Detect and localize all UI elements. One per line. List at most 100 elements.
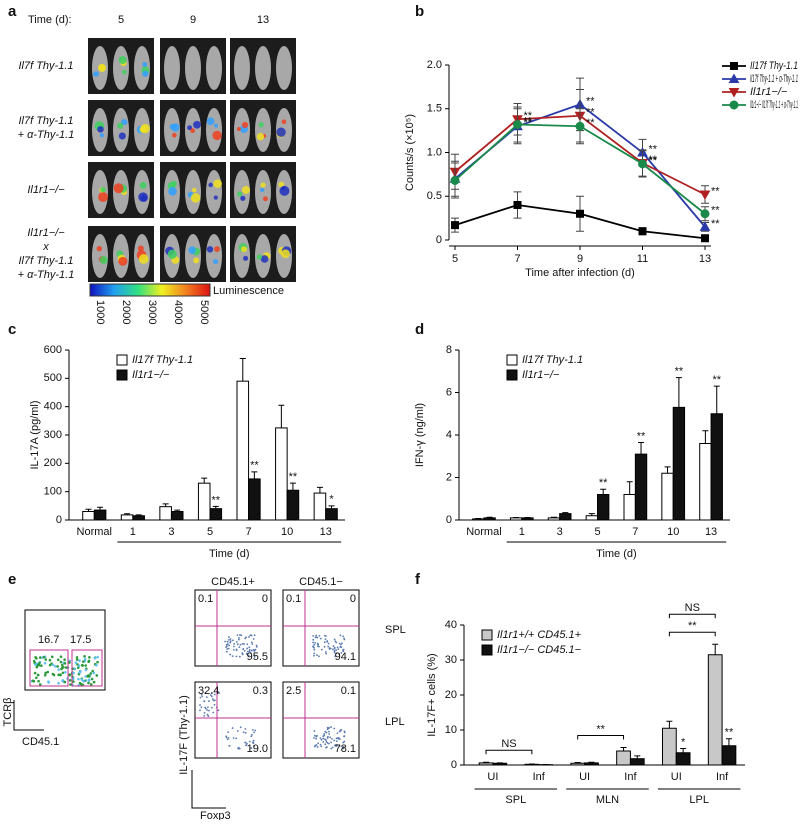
event-dot [245, 728, 247, 730]
event-dot [243, 731, 245, 733]
event-dot [236, 649, 238, 651]
event-dot [224, 641, 226, 643]
error-bar [627, 482, 633, 495]
bar [722, 746, 736, 765]
error-bar [251, 472, 257, 479]
event-dot [322, 735, 324, 737]
event-dot [322, 738, 324, 740]
bar [598, 495, 609, 521]
quadrant-value: 94.1 [335, 651, 356, 663]
event-dot [53, 674, 56, 677]
legend-swatch [117, 370, 127, 380]
mouse [92, 170, 108, 214]
axis-arrow [14, 700, 44, 730]
event-dot [76, 656, 79, 659]
y-axis-label: IL-17F+ cells (%) [426, 653, 438, 736]
event-dot [248, 646, 250, 648]
row-label: + α-Thy-1.1 [18, 269, 75, 281]
luminescence [170, 124, 176, 130]
event-dot [239, 656, 241, 658]
event-dot [327, 736, 329, 738]
event-dot [315, 738, 317, 740]
significance: ** [711, 218, 720, 230]
event-dot [68, 673, 71, 676]
event-dot [208, 700, 210, 702]
error-bar [621, 748, 627, 752]
bar [662, 473, 673, 520]
event-dot [332, 649, 334, 651]
event-dot [316, 637, 318, 639]
legend-swatch [507, 355, 517, 365]
event-dot [333, 728, 335, 730]
event-dot [72, 672, 75, 675]
event-dot [34, 663, 37, 666]
event-dot [331, 738, 333, 740]
event-dot [236, 656, 238, 658]
luminescence [207, 117, 215, 125]
event-dot [80, 683, 83, 686]
bar [276, 428, 288, 520]
event-dot [78, 659, 81, 662]
event-dot [199, 704, 201, 706]
event-dot [207, 706, 209, 708]
error-bar [638, 442, 644, 454]
legend-label: Il1r1−/− [132, 369, 170, 381]
x-axis-label: Time (d) [209, 548, 250, 560]
event-dot [51, 656, 54, 659]
event-dot [317, 746, 319, 748]
comparison-label: ** [688, 620, 697, 632]
event-dot [232, 727, 234, 729]
marker [701, 191, 710, 199]
luminescence [281, 249, 290, 258]
luminescence [100, 133, 104, 137]
day-label: 9 [190, 14, 196, 26]
event-dot [69, 683, 72, 686]
mouse [92, 234, 108, 278]
event-dot [329, 647, 331, 649]
error-bar [290, 483, 296, 490]
comparison-label: NS [501, 738, 516, 750]
luminescence [243, 256, 248, 261]
luminescence [122, 70, 127, 75]
mouse [276, 46, 292, 90]
event-dot [38, 662, 41, 665]
luminescence [140, 182, 147, 189]
y-tick-label: 30 [445, 654, 457, 666]
event-dot [87, 682, 90, 685]
luminescence [100, 187, 105, 192]
luminescence [213, 259, 218, 264]
bar [83, 512, 95, 521]
luminescence [188, 246, 196, 254]
bar [571, 763, 585, 765]
event-dot [93, 672, 96, 675]
luminescence [193, 121, 201, 129]
event-dot [344, 731, 346, 733]
y-tick-label: 0.5 [427, 190, 442, 202]
event-dot [84, 675, 87, 678]
event-dot [322, 741, 324, 743]
bar [624, 495, 635, 521]
mouse [206, 108, 222, 152]
event-dot [328, 727, 330, 729]
bar [484, 518, 495, 520]
event-dot [326, 746, 328, 748]
luminescence [213, 179, 222, 188]
event-dot [245, 636, 247, 638]
group-label: SPL [505, 794, 526, 806]
bar [94, 510, 106, 520]
luminescence [100, 256, 108, 264]
event-dot [94, 657, 97, 660]
bar [326, 509, 338, 520]
event-dot [204, 712, 206, 714]
event-dot [225, 646, 227, 648]
event-dot [324, 743, 326, 745]
significance: ** [289, 471, 298, 483]
mouse [255, 108, 271, 152]
event-dot [338, 738, 340, 740]
luminescence [241, 246, 247, 252]
event-dot [57, 668, 60, 671]
bar [700, 444, 711, 521]
luminescence [214, 246, 220, 252]
legend-label: Il17f Thy-1.1 [522, 354, 583, 366]
